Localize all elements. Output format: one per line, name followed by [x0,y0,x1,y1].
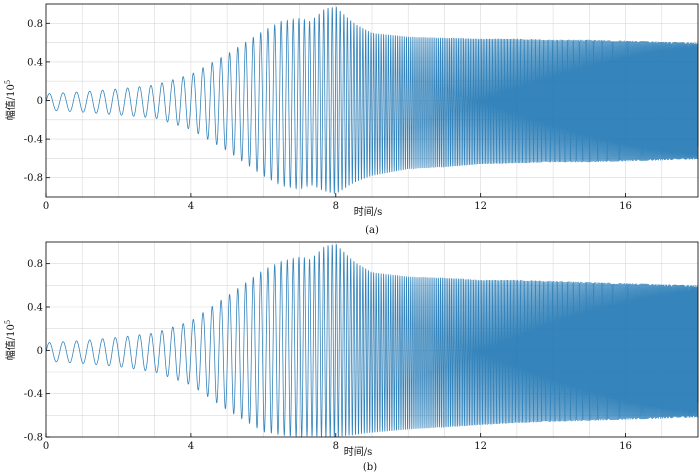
svg-text:幅值/105: 幅值/105 [4,320,17,361]
x-tick-label: 8 [333,201,339,212]
x-tick-label: 4 [188,441,194,452]
y-tick-label: -0.4 [24,389,43,400]
y-tick-label: 0 [37,96,43,107]
x-tick-label: 12 [474,201,487,212]
x-tick-label: 8 [333,441,339,452]
x-axis-title-b: 时间/s [344,445,373,458]
plot-frame-b [45,241,699,438]
x-tick-label: 4 [188,201,194,212]
signal-trace-b [45,243,699,439]
svg-text:幅值/105: 幅值/105 [4,80,17,121]
y-tick-label: 0 [37,346,43,357]
panel-a: -0.8 -0.4 0 0.4 0.8 0 4 8 12 16 时间/s (a) 幅值/105 [4,3,699,236]
x-tick-label: 12 [474,441,487,452]
panel-b: -0.8 -0.4 0 0.4 0.8 0 4 8 12 16 时间/s (b) 幅值/105 [4,241,699,473]
panel-label-b: (b) [363,462,377,473]
y-tick-label: -0.4 [24,135,43,146]
x-tick-label: 0 [43,441,49,452]
y-tick-label: -0.8 [24,173,43,184]
y-tick-label: 0.4 [27,57,43,68]
x-tick-label: 0 [43,201,49,212]
y-axis-exponent-b: 5 [4,320,12,324]
signal-trace-a [45,6,699,194]
y-tick-label: -0.8 [24,433,43,444]
x-tick-label: 16 [619,441,632,452]
y-tick-label: 0.8 [27,259,43,270]
y-tick-label: 0.4 [27,303,43,314]
x-axis-title-a: 时间/s [354,205,383,218]
y-axis-title-b: 幅值/105 [4,320,17,361]
x-ticks-a: 0 4 8 12 16 [43,193,632,212]
y-axis-title-text-a: 幅值/10 [4,84,17,120]
x-tick-label: 16 [619,201,632,212]
signal-a [45,6,699,194]
panel-label-a: (a) [365,225,379,236]
y-tick-label: 0.8 [27,19,43,30]
signal-b [45,243,699,439]
y-axis-title-a: 幅值/105 [4,80,17,121]
y-ticks-a: -0.8 -0.4 0 0.4 0.8 [24,19,50,184]
y-axis-exponent-a: 5 [4,80,12,84]
x-ticks-b: 0 4 8 12 16 [43,433,632,452]
y-axis-title-text-b: 幅值/10 [4,324,17,360]
y-ticks-b: -0.8 -0.4 0 0.4 0.8 [24,259,50,444]
